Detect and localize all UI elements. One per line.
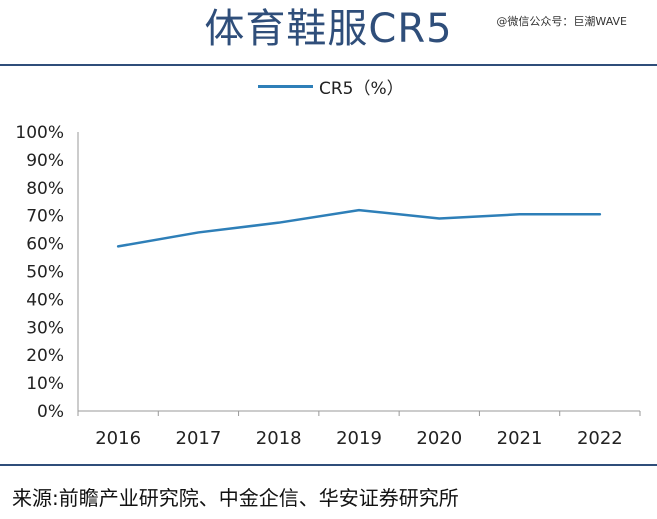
y-tick-label: 20% — [26, 346, 64, 366]
x-tick-label: 2021 — [497, 428, 543, 449]
watermark: @微信公众号：巨潮WAVE — [494, 12, 629, 30]
x-tick-label: 2022 — [577, 428, 623, 449]
y-tick-label: 0% — [37, 402, 64, 422]
y-tick-label: 80% — [26, 179, 64, 199]
x-tick-label: 2018 — [256, 428, 302, 449]
y-tick-label: 70% — [26, 207, 64, 227]
series-line — [116, 208, 602, 248]
bottom-rule — [0, 464, 657, 466]
line-chart: 100% 90% 80% 70% 60% 50% 40% 30% 20% 10% 0% 2016 201… — [15, 123, 641, 449]
y-tick-label: 10% — [26, 374, 64, 394]
y-tick-label: 30% — [26, 318, 64, 338]
y-tick-label: 60% — [26, 235, 64, 255]
y-tick-label: 90% — [26, 151, 64, 171]
x-tick-label: 2019 — [336, 428, 382, 449]
source-note: 来源:前瞻产业研究院、中金企信、华安证券研究所 — [12, 486, 459, 510]
x-tick-label: 2016 — [95, 428, 141, 449]
top-rule — [0, 64, 657, 66]
y-tick-label: 40% — [26, 290, 64, 310]
legend: CR5（%） — [258, 74, 404, 99]
legend-label: CR5（%） — [319, 79, 404, 99]
x-tick-label: 2020 — [416, 428, 462, 449]
legend-swatch — [258, 85, 313, 88]
y-tick-label: 100% — [15, 123, 64, 143]
y-tick-label: 50% — [26, 263, 64, 283]
x-tick-label: 2017 — [176, 428, 222, 449]
chart-title: 体育鞋服CR5 — [204, 6, 453, 52]
